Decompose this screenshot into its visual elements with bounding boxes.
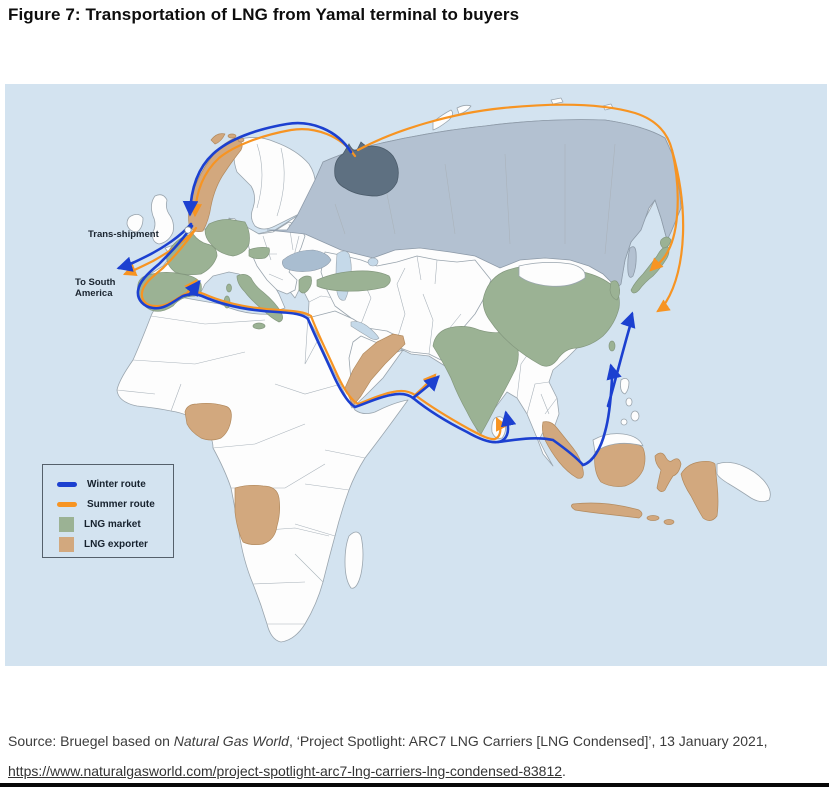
lng-market-swatch (59, 516, 74, 532)
source-suffix: . (562, 763, 566, 779)
legend-item-lng-exporter: LNG exporter (57, 534, 173, 554)
persian-gulf (350, 321, 380, 340)
corsica (226, 283, 232, 293)
sicily (252, 322, 266, 330)
svalbard (210, 133, 226, 145)
angola (234, 484, 281, 546)
austria (248, 246, 270, 260)
mongolia (518, 262, 586, 287)
turkey (316, 270, 391, 292)
malaysia-borneo (592, 433, 644, 453)
russia (266, 119, 682, 289)
trans-shipment-label: Trans-shipment (88, 229, 160, 240)
japan-honshu (630, 245, 670, 294)
source-prefix: Source: Bruegel based on (8, 733, 174, 749)
winter-route-swatch (57, 481, 77, 487)
source-note: Source: Bruegel based on Natural Gas Wor… (8, 726, 814, 786)
japan-hokkaido (659, 236, 672, 249)
legend-item-lng-market: LNG market (57, 514, 173, 534)
source-middle: , ‘Project Spotlight: ARC7 LNG Carriers … (288, 733, 768, 749)
africa-landmass (116, 295, 409, 643)
summer-route-swatch (57, 501, 77, 507)
legend-item-winter-route: Winter route (57, 474, 173, 494)
black-sea (282, 249, 332, 272)
sumatra (541, 421, 584, 479)
sulawesi (654, 452, 682, 492)
aral-sea (367, 257, 379, 267)
eastern-europe (244, 221, 306, 295)
legend-item-summer-route: Summer route (57, 494, 173, 514)
south-korea (609, 280, 621, 301)
northern-europe (126, 97, 614, 245)
greece (298, 275, 312, 294)
yamal-region (334, 141, 399, 197)
source-publication: Natural Gas World (173, 733, 289, 749)
lng-exporter-countries (184, 133, 771, 546)
source-url-link[interactable]: https://www.naturalgasworld.com/project-… (8, 763, 563, 779)
page-bottom-rule (0, 783, 829, 787)
philippines (620, 378, 630, 395)
trans-shipment-port-dot (184, 226, 192, 234)
nigeria (184, 402, 232, 441)
legend-label: Winter route (87, 478, 146, 490)
germany-benelux (204, 219, 250, 257)
to-south-america-label-line1: To South (75, 277, 116, 288)
map-legend: Winter route Summer route LNG market LNG… (42, 464, 174, 558)
figure-title: Figure 7: Transportation of LNG from Yam… (8, 5, 520, 24)
map-canvas: Trans-shipment To South America (75, 97, 771, 643)
legend-label: LNG exporter (84, 538, 148, 550)
lng-route-map: Trans-shipment To South America Winter r… (5, 84, 827, 666)
taiwan (608, 340, 616, 352)
legend-label: LNG market (84, 518, 141, 530)
yemen-oman (344, 333, 406, 407)
java (571, 502, 643, 519)
to-south-america-label-line2: America (75, 288, 113, 299)
kalimantan (594, 441, 646, 487)
india (432, 326, 519, 435)
lng-exporter-swatch (59, 536, 74, 552)
papua-new-guinea (716, 462, 771, 502)
winter-route (116, 121, 636, 467)
lng-market-countries (137, 219, 672, 435)
west-papua (680, 460, 719, 521)
map-labels: Trans-shipment To South America (75, 229, 160, 299)
legend-label: Summer route (87, 498, 155, 510)
